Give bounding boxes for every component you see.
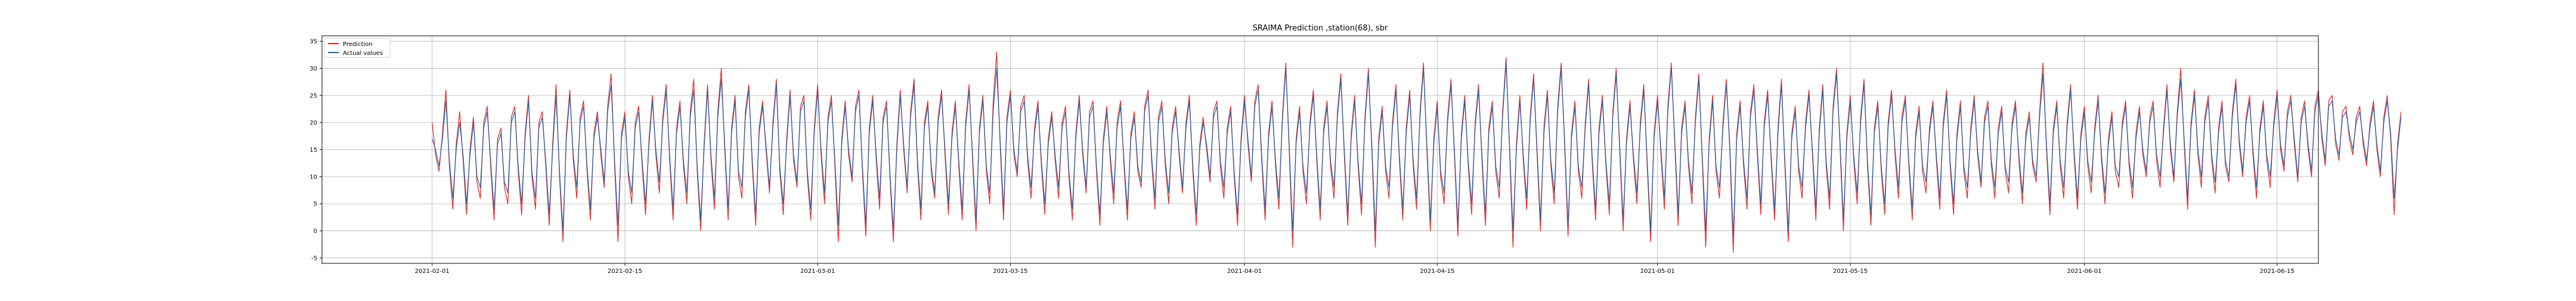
y-tick-label: 25 (309, 93, 317, 99)
y-axis: -5 0 5 10 15 20 25 30 35 (309, 39, 322, 262)
y-tick-label: 35 (309, 39, 317, 45)
x-tick-label: 2021-06-15 (2260, 268, 2295, 275)
series-lines (432, 51, 2402, 253)
x-tick-label: 2021-03-01 (800, 268, 835, 275)
y-tick-label: 15 (309, 147, 317, 153)
series-line-actual-values (432, 62, 2402, 237)
y-tick-label: 30 (309, 66, 317, 72)
x-tick-label: 2021-02-15 (608, 268, 642, 275)
legend-label-actual-values: Actual values (343, 50, 383, 57)
y-tick-label: 0 (314, 228, 317, 235)
legend: Prediction Actual values (324, 38, 391, 58)
y-tick-label: 5 (314, 201, 317, 208)
x-tick-label: 2021-04-15 (1420, 268, 1454, 275)
x-tick-label: 2021-03-15 (993, 268, 1027, 275)
y-tick-label: 10 (309, 174, 317, 180)
legend-box (324, 38, 391, 58)
x-tick-label: 2021-05-01 (1640, 268, 1675, 275)
chart-title: SRAIMA Prediction ,station(68), sbr (1253, 24, 1388, 33)
x-tick-label: 2021-02-01 (415, 268, 450, 275)
x-tick-label: 2021-05-15 (1833, 268, 1868, 275)
x-tick-label: 2021-04-01 (1227, 268, 1262, 275)
x-tick-label: 2021-06-01 (2067, 268, 2101, 275)
y-tick-label: 20 (309, 120, 317, 127)
x-axis: 2021-02-01 2021-02-15 2021-03-01 2021-03-15… (415, 263, 2295, 275)
legend-label-prediction: Prediction (343, 41, 373, 48)
grid-lines (322, 36, 2318, 263)
y-tick-label: -5 (311, 255, 317, 262)
